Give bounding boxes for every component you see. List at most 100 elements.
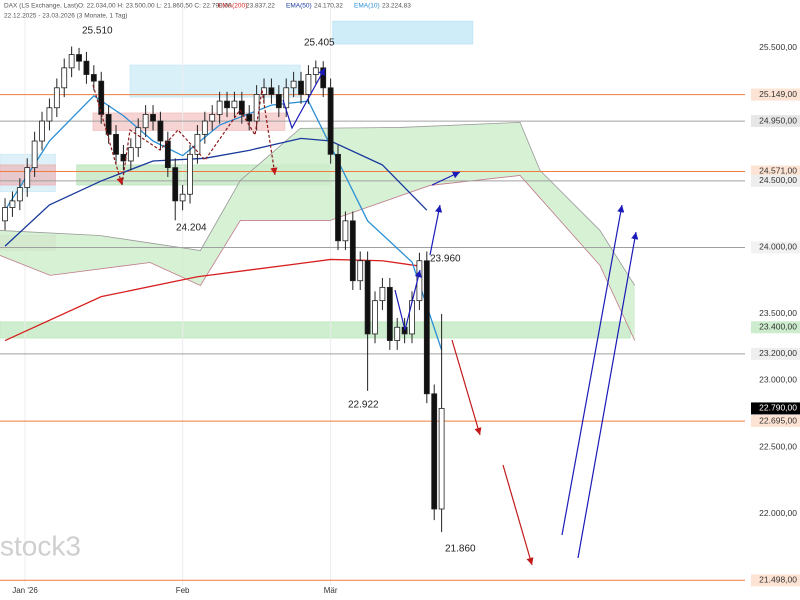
legend-name: EMA(10) [354, 3, 380, 10]
ema-line [4, 137, 428, 247]
candle-body [46, 107, 53, 122]
legend-name: EMA(200) [218, 3, 247, 10]
arrow [577, 231, 639, 559]
candle-body [16, 187, 23, 202]
y-tick-label: 24.000,00 [759, 242, 797, 252]
candle-body [61, 67, 68, 89]
candle-body [290, 80, 297, 89]
candle-body [164, 140, 171, 169]
indicator-layer [4, 94, 443, 351]
candle-body [335, 153, 341, 242]
price-label-box [751, 347, 800, 360]
candle-body [275, 94, 282, 109]
candle-body [438, 408, 445, 510]
price-annotation: 25.510 [82, 26, 113, 37]
price-label-box [751, 415, 800, 428]
price-label-box [751, 241, 800, 254]
candle-layer [2, 46, 445, 533]
candle-body [298, 80, 304, 95]
legend-value: 23.224,83 [382, 3, 411, 10]
candle-body [53, 87, 60, 109]
price-label-box [751, 402, 800, 415]
x-tick-label: Mär [324, 586, 338, 595]
candle-body [320, 67, 327, 89]
candle-body [113, 133, 119, 155]
candle-body [364, 260, 371, 335]
price-label-box [751, 115, 800, 128]
cloud [0, 122, 635, 341]
candle-body [39, 120, 45, 142]
y-tick-label: 22.500,00 [759, 441, 797, 451]
y-tick-label: 23.000,00 [759, 375, 797, 385]
ema-line [4, 258, 420, 342]
y-tick-label: 23.200,00 [759, 348, 797, 358]
candle-body [135, 127, 142, 149]
candle-body [179, 193, 186, 202]
candle-body [342, 220, 349, 242]
ohlc: O: 22.034,00 H: 23.500,00 L: 21.860,50 C… [78, 3, 232, 10]
price-annotation: 23.960 [430, 254, 461, 265]
watermark: stock3 [0, 530, 81, 561]
y-tick-label: 25.500,00 [759, 42, 797, 52]
price-label-box [751, 174, 800, 187]
price-label-box [751, 321, 800, 334]
candle-body [9, 200, 16, 208]
candle-body [83, 60, 90, 75]
zone [332, 20, 474, 45]
x-tick-label: Feb [176, 586, 190, 595]
candle-body [127, 147, 134, 162]
candle-body [150, 114, 156, 122]
ema-line [4, 94, 443, 351]
candle-body [201, 120, 208, 135]
y-tick-label: 23.500,00 [759, 308, 797, 318]
legend-name: EMA(50) [286, 3, 312, 10]
arrow [394, 269, 422, 331]
cloud-lower [0, 175, 636, 341]
candle-body [394, 326, 401, 341]
candle-body [357, 260, 364, 282]
candle-body [423, 260, 430, 395]
background-layer [0, 0, 745, 585]
candle-body [105, 114, 112, 135]
candle-body [268, 87, 275, 95]
instrument: DAX (LS Exchange, Last) [4, 3, 78, 10]
candle-body [157, 120, 164, 142]
y-tick-label: 24.950,00 [759, 115, 797, 125]
arrow [282, 67, 326, 130]
candle-body [216, 100, 223, 115]
price-annotation: 24.204 [176, 223, 207, 234]
arrow [429, 204, 443, 256]
candle-body [31, 140, 38, 169]
candle-body [224, 100, 230, 109]
candle-body [327, 87, 334, 155]
price-annotation: 22.922 [348, 400, 379, 411]
x-tick-label: Jan '26 [12, 586, 38, 595]
label-layer: Jan '26 Feb Mär 25.500,00 25.149,00 24.950,00… [12, 3, 800, 595]
arrow [502, 464, 534, 566]
y-tick-label: 24.500,00 [759, 175, 797, 185]
cloud-upper [0, 121, 636, 286]
arrow [92, 84, 124, 186]
candle-body [76, 54, 82, 62]
legend-value: 23.837,22 [246, 3, 275, 10]
y-tick-label: 25.149,00 [759, 89, 797, 99]
candle-body [209, 114, 216, 122]
price-label-box [751, 165, 800, 178]
candle-body [379, 286, 386, 302]
zone [92, 112, 286, 131]
candle-body [349, 220, 356, 282]
arrow [121, 89, 278, 186]
candle-body [372, 300, 378, 335]
y-tick-label: 22.790,00 [759, 403, 797, 413]
y-tick-label: 22.000,00 [759, 508, 797, 518]
candle-body [312, 67, 319, 75]
price-annotation: 25.405 [304, 38, 335, 49]
arrow [431, 171, 461, 186]
candle-body [246, 114, 253, 122]
price-label-box [751, 88, 800, 101]
candle-body [386, 286, 393, 341]
zone [0, 321, 631, 339]
y-tick-label: 23.400,00 [759, 322, 797, 332]
